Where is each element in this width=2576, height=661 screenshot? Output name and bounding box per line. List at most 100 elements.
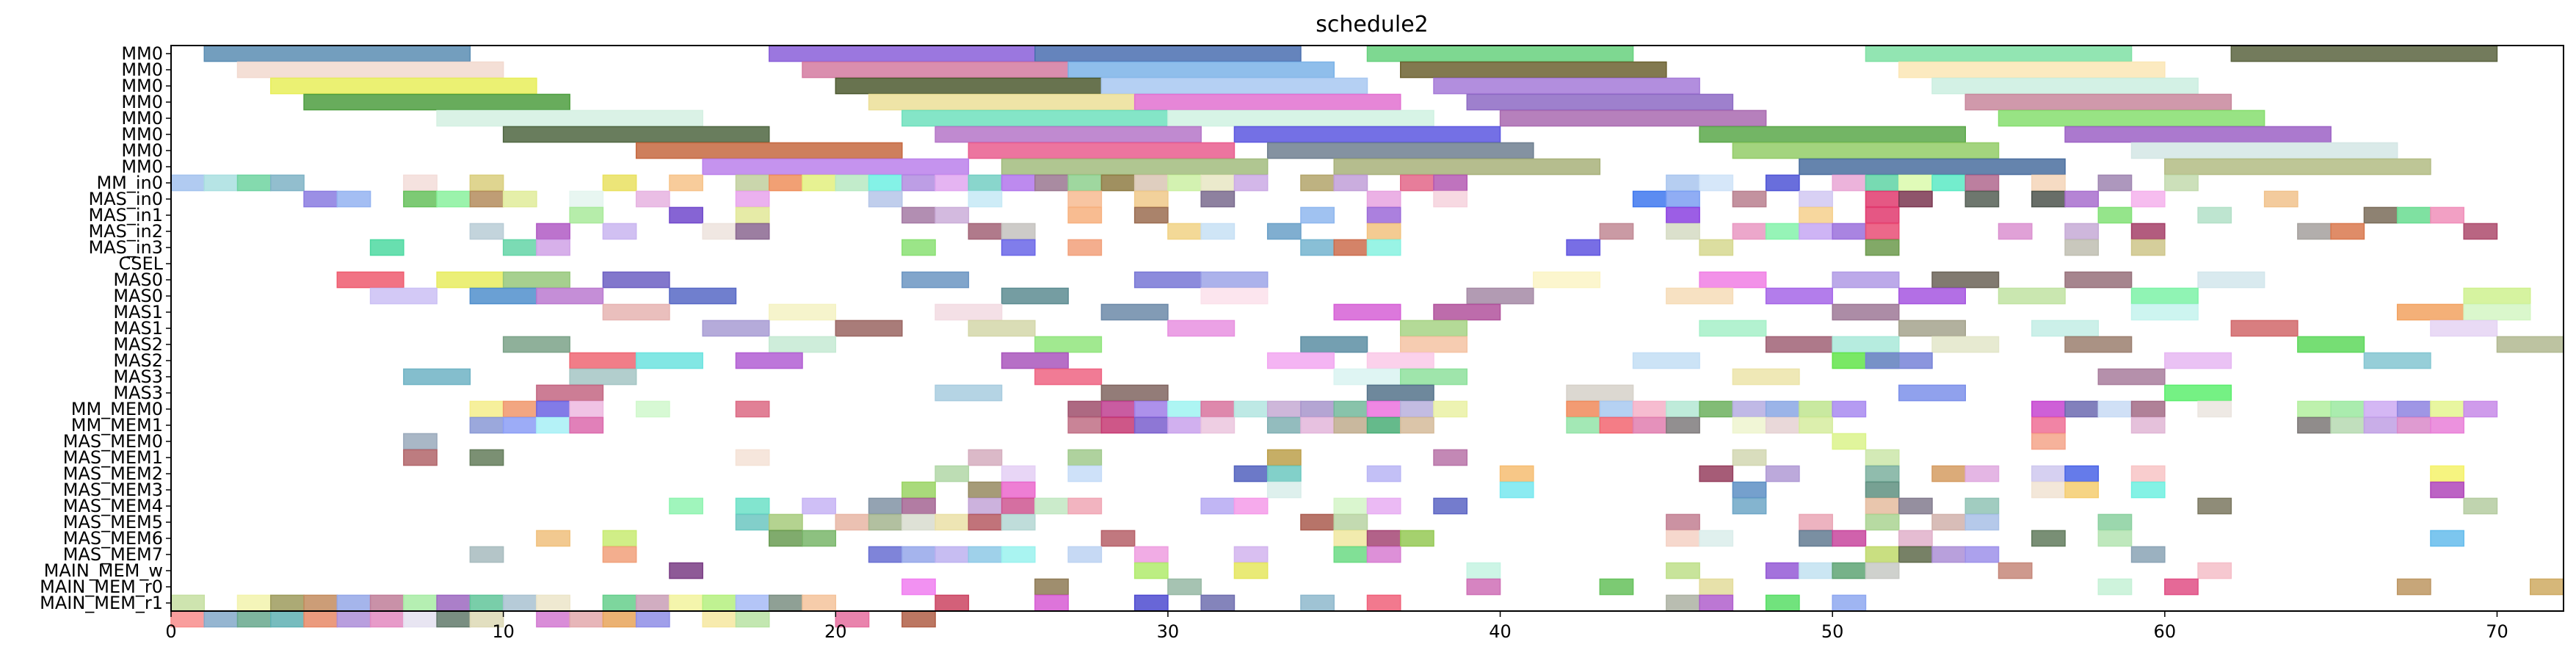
y-axis-labels: MM0MM0MM0MM0MM0MM0MM0MM0MM_in0MAS_in0MAS…: [40, 43, 171, 613]
gantt-bar: [1732, 190, 1767, 208]
gantt-bar: [769, 174, 803, 192]
gantt-bar: [2463, 400, 2498, 418]
gantt-bar: [1865, 45, 2133, 62]
gantt-bar: [536, 400, 570, 418]
gantt-bar: [1799, 223, 1833, 240]
y-tick-label: MAS2: [113, 334, 163, 355]
gantt-bar: [2396, 206, 2431, 224]
y-tick-label: MAS3: [113, 366, 163, 387]
gantt-bar: [1067, 400, 1103, 418]
gantt-bar: [835, 174, 870, 192]
y-tick-label: MM0: [121, 43, 163, 64]
y-tick-label: MAS_MEM0: [63, 431, 163, 452]
gantt-bar: [1732, 449, 1767, 466]
gantt-bar: [1133, 594, 1169, 612]
gantt-bar: [1333, 303, 1401, 321]
y-tick-label: MM_MEM1: [71, 415, 163, 436]
gantt-bar: [1233, 400, 1269, 418]
gantt-bar: [1666, 594, 1700, 612]
gantt-bar: [1666, 223, 1700, 240]
gantt-bar: [769, 530, 803, 547]
gantt-bar: [569, 352, 637, 369]
gantt-bar: [403, 433, 438, 450]
gantt-bar: [303, 610, 338, 628]
gantt-bar: [635, 190, 670, 208]
gantt-bar: [1034, 497, 1069, 515]
gantt-bar: [1333, 158, 1601, 176]
gantt-bar: [2130, 142, 2398, 159]
gantt-bar: [1400, 416, 1434, 434]
gantt-bar: [2430, 206, 2464, 224]
y-tick-label: MM0: [121, 140, 163, 161]
gantt-bar: [1233, 562, 1269, 579]
gantt-bar: [1200, 287, 1269, 305]
gantt-bar: [1732, 497, 1767, 515]
gantt-bar: [735, 449, 770, 466]
gantt-bar: [2330, 223, 2365, 240]
gantt-bar: [1100, 400, 1136, 418]
gantt-bar: [1200, 174, 1236, 192]
gantt-bar: [2197, 271, 2265, 289]
gantt-bar: [1067, 174, 1103, 192]
gantt-bar: [835, 513, 870, 531]
gantt-bar: [569, 368, 637, 386]
gantt-bar: [2130, 223, 2166, 240]
gantt-bar: [1200, 223, 1236, 240]
gantt-bar: [935, 206, 970, 224]
gantt-bar: [1765, 287, 1833, 305]
gantt-bar: [303, 594, 338, 612]
gantt-bar: [1466, 93, 1734, 111]
gantt-bar: [1100, 174, 1136, 192]
gantt-bar: [1898, 319, 1966, 337]
gantt-bar: [1898, 61, 2166, 79]
gantt-bar: [303, 190, 338, 208]
gantt-bar: [1233, 497, 1269, 515]
gantt-bar: [1133, 206, 1169, 224]
gantt-bar: [1400, 319, 1468, 337]
gantt-bar: [1898, 190, 1933, 208]
gantt-bar: [1266, 465, 1302, 483]
gantt-bar: [1167, 319, 1236, 337]
gantt-bar: [1964, 174, 2000, 192]
gantt-bar: [1732, 481, 1767, 499]
gantt-bar: [1433, 190, 1468, 208]
gantt-bar: [901, 109, 1169, 127]
y-tick-label: MAS1: [113, 318, 163, 339]
x-tick-label: 70: [2486, 621, 2508, 642]
gantt-bar: [569, 190, 604, 208]
gantt-bar: [1067, 449, 1103, 466]
gantt-bar: [2363, 352, 2431, 369]
gantt-bar: [669, 287, 737, 305]
gantt-bar: [1599, 223, 1634, 240]
gantt-bar: [436, 109, 703, 127]
gantt-bar: [1266, 352, 1335, 369]
gantt-bar: [1001, 546, 1036, 563]
y-tick-label: MM0: [121, 156, 163, 177]
gantt-bar: [270, 610, 305, 628]
gantt-bar: [1566, 400, 1601, 418]
gantt-bar: [1366, 594, 1401, 612]
gantt-bar: [968, 449, 1003, 466]
gantt-bar: [868, 190, 903, 208]
gantt-bar: [2430, 319, 2498, 337]
gantt-bar: [1333, 546, 1368, 563]
gantt-bar: [2130, 481, 2166, 499]
gantt-bar: [1400, 61, 1667, 79]
gantt-bar: [2130, 190, 2166, 208]
gantt-bar: [1067, 61, 1335, 79]
gantt-bar: [769, 303, 837, 321]
gantt-bar: [436, 190, 471, 208]
gantt-bar: [1666, 287, 1734, 305]
gantt-bar: [2330, 400, 2365, 418]
gantt-bar: [1433, 400, 1468, 418]
gantt-bar: [669, 174, 703, 192]
gantt-bar: [1699, 174, 1734, 192]
gantt-bar: [901, 513, 936, 531]
gantt-bar: [1167, 109, 1434, 127]
gantt-bar: [2263, 190, 2299, 208]
gantt-bar: [2031, 465, 2066, 483]
gantt-bar: [1599, 416, 1634, 434]
gantt-bar: [1699, 126, 1967, 143]
gantt-bar: [1266, 416, 1302, 434]
